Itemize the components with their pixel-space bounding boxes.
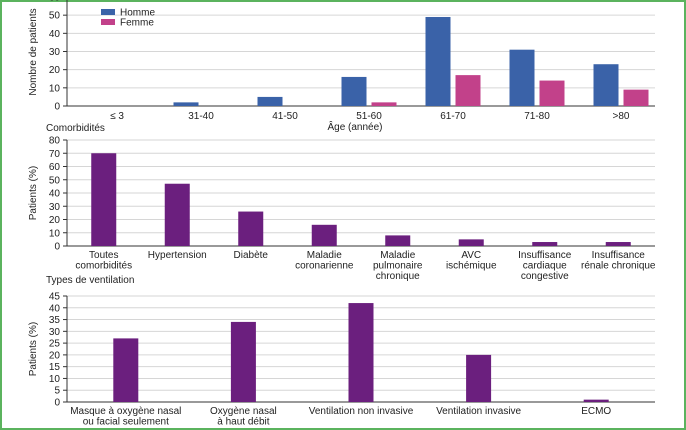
- bar-4: [466, 354, 492, 402]
- bar-8: [605, 242, 631, 246]
- bar-1: [91, 153, 117, 246]
- y-tick-label: 0: [54, 398, 60, 409]
- x-tick-label: cardiaque: [523, 261, 567, 272]
- x-tick-label: comorbidités: [75, 261, 132, 272]
- x-tick-label: Ventilation non invasive: [309, 406, 414, 417]
- x-tick-label: Ventilation invasive: [436, 406, 521, 417]
- x-tick-label: 31-40: [188, 111, 214, 122]
- y-tick-label: 5: [54, 386, 60, 397]
- chart-panel-2: 0 10 20 30 40 50 60 70 80 Patients (%) Comorbidité…: [28, 123, 656, 282]
- bar-homme-4: [341, 76, 367, 106]
- bar-femme-6: [539, 80, 565, 106]
- x-tick-label: 61-70: [440, 111, 466, 122]
- x-tick-label: AVC: [461, 250, 481, 261]
- bar-3: [238, 211, 264, 246]
- y-tick-label: 10: [49, 83, 61, 94]
- x-tick-label: congestive: [521, 271, 569, 282]
- legend-swatch-femme: [101, 19, 115, 25]
- x-tick-label: 71-80: [524, 111, 550, 122]
- x-tick-label: à haut débit: [217, 417, 269, 428]
- y-tick-label: 25: [49, 339, 61, 350]
- legend-swatch-homme: [101, 9, 115, 15]
- x-tick-label: 41-50: [272, 111, 298, 122]
- x-tick-label: Diabète: [234, 250, 269, 261]
- bar-7: [532, 242, 558, 246]
- y-axis-label: Patients (%): [28, 322, 39, 376]
- y-tick-label: 30: [49, 327, 61, 338]
- y-tick-label: 70: [49, 149, 61, 160]
- x-tick-label: ou facial seulement: [83, 417, 169, 428]
- x-tick-label: Hypertension: [148, 250, 207, 261]
- bar-homme-6: [509, 49, 535, 106]
- x-tick-label: >80: [613, 111, 630, 122]
- bar-3: [348, 303, 374, 402]
- x-tick-label: Maladie: [307, 250, 342, 261]
- y-axis-label: Patients (%): [28, 166, 39, 220]
- legend-label-homme: Homme: [120, 8, 155, 19]
- bar-homme-2: [173, 102, 199, 106]
- x-tick-label: Insuffisance: [518, 250, 572, 261]
- x-tick-label: pulmonaire: [373, 261, 423, 272]
- y-tick-label: 10: [49, 228, 61, 239]
- bar-2: [164, 183, 190, 246]
- y-tick-label: 60: [49, 162, 61, 173]
- bar-femme-5: [455, 75, 481, 106]
- bar-5: [385, 235, 411, 246]
- x-tick-label: rénale chronique: [581, 261, 656, 272]
- x-tick-label: Masque à oxygène nasal: [70, 406, 181, 417]
- x-tick-label: 51-60: [356, 111, 382, 122]
- y-tick-label: 15: [49, 362, 61, 373]
- chart-title: Comorbidités: [46, 123, 105, 134]
- legend-label-femme: Femme: [120, 18, 154, 29]
- y-tick-label: 60: [49, 0, 61, 4]
- x-tick-label: Maladie: [380, 250, 415, 261]
- y-tick-label: 40: [49, 29, 61, 40]
- bar-femme-7: [623, 89, 649, 106]
- y-tick-label: 20: [49, 350, 61, 361]
- x-tick-label: coronarienne: [295, 261, 354, 272]
- y-tick-label: 0: [54, 242, 60, 253]
- y-tick-label: 80: [49, 136, 61, 147]
- bar-homme-3: [257, 96, 283, 106]
- bar-4: [311, 224, 337, 246]
- y-tick-label: 35: [49, 315, 61, 326]
- y-tick-label: 40: [49, 189, 61, 200]
- x-tick-label: chronique: [376, 271, 420, 282]
- y-tick-label: 30: [49, 47, 61, 58]
- y-tick-label: 50: [49, 175, 61, 186]
- bar-5: [583, 399, 609, 402]
- y-tick-label: 30: [49, 202, 61, 213]
- y-tick-label: 20: [49, 65, 61, 76]
- y-tick-label: 40: [49, 303, 61, 314]
- bar-1: [113, 338, 139, 402]
- x-tick-label: ischémique: [446, 261, 497, 272]
- y-tick-label: 10: [49, 374, 61, 385]
- y-tick-label: 20: [49, 215, 61, 226]
- bar-6: [458, 239, 484, 246]
- bar-2: [230, 321, 256, 402]
- chart-panel-1: 0 10 20 30 40 50 60 Nombre de patients ≤ 3 31-40 4…: [28, 0, 655, 133]
- y-axis-label: Nombre de patients: [28, 8, 39, 95]
- x-tick-label: Insuffisance: [592, 250, 646, 261]
- chart-title: Types de ventilation: [46, 275, 134, 286]
- x-tick-label: Toutes: [89, 250, 118, 261]
- bar-homme-5: [425, 16, 451, 106]
- y-tick-label: 50: [49, 11, 61, 22]
- x-tick-label: Oxygène nasal: [210, 406, 277, 417]
- x-axis-label: Âge (année): [327, 120, 382, 133]
- y-tick-label: 45: [49, 292, 61, 303]
- bar-femme-4: [371, 102, 397, 106]
- x-tick-label: ≤ 3: [110, 111, 124, 122]
- x-tick-label: ECMO: [581, 406, 611, 417]
- bar-homme-7: [593, 64, 619, 106]
- y-tick-label: 0: [54, 102, 60, 113]
